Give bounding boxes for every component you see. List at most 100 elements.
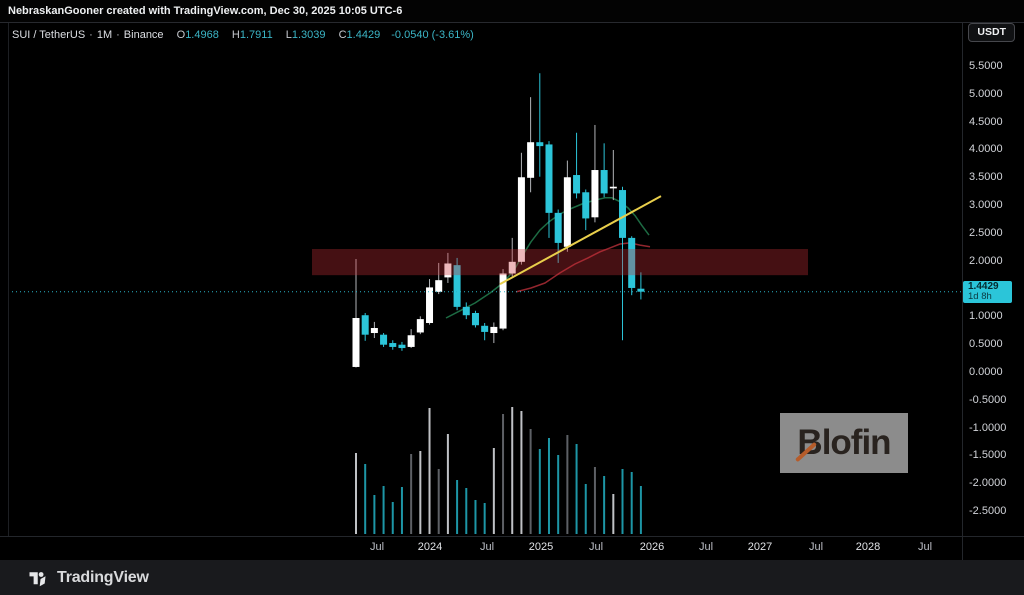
candle-body xyxy=(582,192,590,219)
ohlc-high: H1.7911 xyxy=(231,29,273,41)
chart-canvas[interactable] xyxy=(0,22,1024,536)
volume-bar xyxy=(639,486,642,534)
candle-body xyxy=(471,312,479,326)
time-tick-label: Jul xyxy=(479,541,495,553)
volume-bar xyxy=(566,435,569,534)
supply-zone[interactable] xyxy=(312,249,808,276)
price-tick-label: -2.0000 xyxy=(969,477,1007,490)
tradingview-wordmark[interactable]: TradingView xyxy=(57,568,149,586)
price-tick-label: 5.5000 xyxy=(969,60,1003,72)
price-axis-separator xyxy=(962,23,963,560)
volume-bar xyxy=(456,480,459,534)
time-tick-label: 2026 xyxy=(639,541,665,553)
candle-body xyxy=(600,170,608,194)
price-tick-label: 2.0000 xyxy=(969,254,1003,267)
candle-body xyxy=(444,263,452,278)
price-tick-label: 0.0000 xyxy=(969,365,1003,378)
candle-body xyxy=(435,280,443,292)
ohlc-close: C1.4429 xyxy=(338,29,381,41)
candle-body xyxy=(628,237,636,288)
candle-body xyxy=(637,288,645,292)
time-tick-label: Jul xyxy=(808,541,824,553)
currency-toggle-button[interactable]: USDT xyxy=(968,23,1015,42)
tradingview-logo-icon[interactable] xyxy=(28,567,49,588)
candle-body xyxy=(573,175,581,194)
change-label: -0.0540 (-3.61%) xyxy=(391,29,474,41)
volume-bar xyxy=(400,487,403,534)
price-tick-label: 4.0000 xyxy=(969,143,1003,156)
ohlc-low: L1.3039 xyxy=(285,29,326,41)
candle-body xyxy=(352,318,360,367)
candle-body xyxy=(453,265,461,307)
volume-bar xyxy=(630,472,633,534)
symbol-title[interactable]: SUI / TetherUS xyxy=(12,29,86,41)
time-axis-separator xyxy=(0,536,1024,537)
price-tick-label: 5.0000 xyxy=(969,87,1003,100)
price-tick-label: -1.0000 xyxy=(969,421,1007,434)
volume-bar xyxy=(437,469,440,534)
price-tick-label: 3.0000 xyxy=(969,199,1003,212)
candle-body xyxy=(481,325,489,332)
volume-bar xyxy=(410,454,413,534)
volume-bar xyxy=(593,467,596,534)
footer-bar: TradingView xyxy=(0,560,1024,595)
blofin-watermark: Blofin xyxy=(780,413,908,473)
volume-bar xyxy=(364,464,367,534)
volume-bar xyxy=(382,486,385,534)
volume-bar xyxy=(355,453,357,534)
volume-bar xyxy=(391,502,394,534)
volume-bar xyxy=(474,500,477,534)
candle-body xyxy=(407,335,415,347)
price-tick-label: 2.5000 xyxy=(969,226,1003,239)
candle-body xyxy=(416,319,424,333)
attribution-text: NebraskanGooner created with TradingView… xyxy=(8,5,403,17)
attribution-bar: NebraskanGooner created with TradingView… xyxy=(0,0,1024,22)
volume-bar xyxy=(529,429,532,534)
volume-bar xyxy=(538,449,541,534)
time-tick-label: 2028 xyxy=(855,541,881,553)
interval-label[interactable]: 1M xyxy=(96,29,113,41)
candle-body xyxy=(490,326,498,334)
candle-body xyxy=(389,343,397,347)
time-axis[interactable]: Jul 2024 Jul 2025 Jul 2026 Jul 2027 Jul 2028 Jul xyxy=(0,537,962,560)
volume-bar xyxy=(502,414,505,534)
candle-body xyxy=(508,261,516,274)
time-tick-label: 2024 xyxy=(417,541,443,553)
price-tick-label: 1.0000 xyxy=(969,310,1003,323)
candle-body xyxy=(554,212,562,243)
chart-left-border xyxy=(8,23,9,536)
volume-bar xyxy=(446,434,449,534)
candle-body xyxy=(517,177,525,262)
candle-body xyxy=(536,142,544,147)
price-tick-label: -1.5000 xyxy=(969,449,1007,462)
candle-body xyxy=(380,334,388,345)
candle-body xyxy=(609,186,617,189)
exchange-label: Binance xyxy=(123,29,164,41)
candle-body xyxy=(370,328,378,334)
volume-bar xyxy=(520,411,523,534)
trend-line[interactable] xyxy=(499,195,662,285)
bar-countdown: 1d 8h xyxy=(968,290,992,302)
candle-body xyxy=(361,315,369,335)
candle-body xyxy=(563,177,571,247)
price-tick-label: 4.5000 xyxy=(969,115,1003,128)
volume-bar xyxy=(547,438,550,534)
time-tick-label: Jul xyxy=(917,541,933,553)
symbol-legend[interactable]: SUI / TetherUS · 1M · Binance O1.4968 H1.791… xyxy=(12,29,474,41)
time-tick-label: Jul xyxy=(698,541,714,553)
time-tick-label: 2025 xyxy=(528,541,554,553)
candle-body xyxy=(619,190,627,238)
volume-bar xyxy=(575,444,578,534)
price-tick-label: 0.5000 xyxy=(969,338,1003,351)
volume-bar xyxy=(621,469,624,534)
price-tick-label: 3.5000 xyxy=(969,171,1003,184)
time-tick-label: Jul xyxy=(369,541,385,553)
candle-body xyxy=(462,306,470,316)
price-axis[interactable]: 5.5000 5.0000 4.5000 4.0000 3.5000 3.0000 2.50… xyxy=(963,22,1024,536)
price-tick-label: -0.5000 xyxy=(969,393,1007,406)
candle-body xyxy=(499,273,507,329)
volume-bar xyxy=(511,407,514,534)
time-tick-label: Jul xyxy=(588,541,604,553)
volume-bar xyxy=(373,495,376,534)
